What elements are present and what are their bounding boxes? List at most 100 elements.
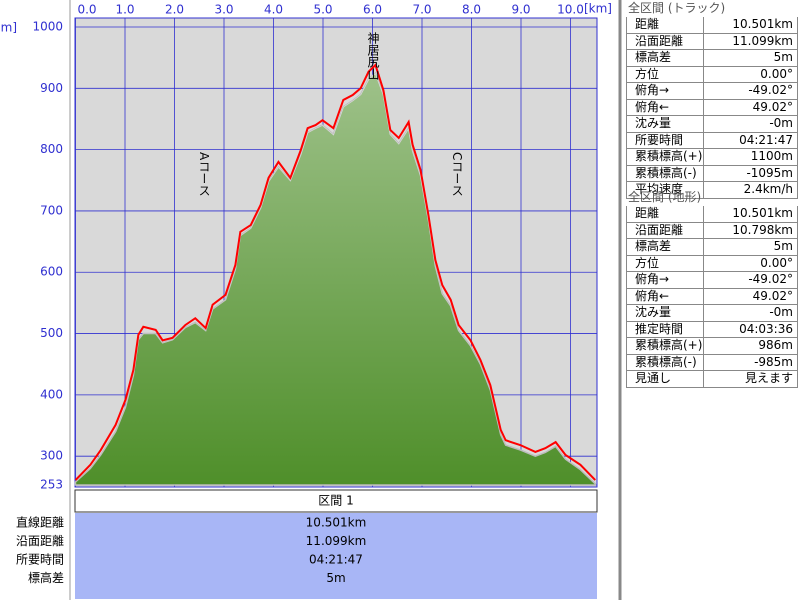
panel-row: 見通し 見えます bbox=[626, 371, 798, 388]
row-label: 標高差 bbox=[627, 239, 704, 255]
row-label: 累積標高(-) bbox=[627, 354, 704, 370]
panel-row: 平均速度 2.4km/h bbox=[626, 182, 798, 199]
panel-row: 俯角→ -49.02° bbox=[626, 83, 798, 100]
panel-row: 推定時間 04:03:36 bbox=[626, 321, 798, 338]
row-value: 見えます bbox=[744, 371, 793, 385]
x-tick-label: 5.0 bbox=[313, 3, 332, 17]
panel-row: 距離 10.501km bbox=[626, 206, 798, 223]
panel-row: 標高差 5m bbox=[626, 50, 798, 67]
x-tick-label: 6.0 bbox=[363, 3, 382, 17]
row-label: 俯角→ bbox=[627, 83, 704, 99]
section-value: 11.099km bbox=[306, 534, 367, 548]
row-label: 俯角→ bbox=[627, 272, 704, 288]
row-label: 距離 bbox=[627, 206, 704, 222]
panel-row: 距離 10.501km bbox=[626, 17, 798, 34]
row-label: 累積標高(+) bbox=[627, 149, 704, 165]
panel-row: 俯角← 49.02° bbox=[626, 288, 798, 305]
y-tick-label: 1000 bbox=[32, 20, 63, 34]
panel-row: 方位 0.00° bbox=[626, 255, 798, 272]
x-unit: [km] bbox=[584, 2, 612, 16]
panel-row: 方位 0.00° bbox=[626, 66, 798, 83]
row-label: 方位 bbox=[627, 66, 704, 82]
row-label: 見通し bbox=[627, 371, 704, 387]
section-label: 沿面距離 bbox=[16, 534, 64, 548]
panel-row: 俯角← 49.02° bbox=[626, 99, 798, 116]
row-value: 04:03:36 bbox=[739, 321, 793, 336]
x-tick-label: 8.0 bbox=[462, 3, 481, 17]
row-value: 49.02° bbox=[752, 288, 793, 303]
panel-row: 俯角→ -49.02° bbox=[626, 272, 798, 289]
row-label: 沈み量 bbox=[627, 116, 704, 132]
row-value: 1100m bbox=[750, 149, 793, 163]
section-values-box bbox=[75, 513, 597, 599]
panel-title: 全区間 (地形) bbox=[628, 190, 702, 204]
row-value: -0m bbox=[769, 116, 793, 130]
y-unit: [m] bbox=[0, 21, 17, 35]
section-value: 10.501km bbox=[306, 516, 367, 530]
annotation: Cコース bbox=[450, 152, 464, 197]
row-value: 0.00° bbox=[760, 66, 793, 81]
row-value: -985m bbox=[754, 354, 793, 369]
track-line bbox=[74, 63, 596, 481]
y-tick-label: 253 bbox=[40, 478, 63, 492]
y-tick-label: 800 bbox=[40, 142, 63, 156]
panel-row: 累積標高(+) 1100m bbox=[626, 149, 798, 166]
section-label: 所要時間 bbox=[16, 553, 64, 567]
row-value: -49.02° bbox=[748, 272, 793, 286]
row-value: 49.02° bbox=[752, 99, 793, 114]
row-value: 2.4km/h bbox=[743, 182, 793, 196]
y-tick-label: 300 bbox=[40, 449, 63, 463]
x-tick-label: 7.0 bbox=[412, 3, 431, 17]
panel-row: 累積標高(+) 986m bbox=[626, 338, 798, 355]
x-tick-label: 3.0 bbox=[214, 3, 233, 17]
row-label: 沿面距離 bbox=[627, 33, 704, 49]
row-value: 11.099km bbox=[732, 33, 793, 48]
row-value: 10.501km bbox=[732, 17, 793, 31]
y-tick-label: 700 bbox=[40, 203, 63, 217]
section-value: 5m bbox=[326, 571, 345, 585]
row-value: 10.501km bbox=[732, 206, 793, 220]
x-tick-label: 9.0 bbox=[511, 3, 530, 17]
row-value: 986m bbox=[758, 338, 793, 352]
section-label: 標高差 bbox=[28, 570, 64, 585]
row-label: 推定時間 bbox=[627, 321, 704, 337]
row-label: 所要時間 bbox=[627, 132, 704, 148]
section-header-box bbox=[74, 489, 598, 513]
row-label: 平均速度 bbox=[627, 182, 704, 198]
x-tick-label: 10.0 bbox=[557, 3, 584, 17]
row-value: 5m bbox=[773, 50, 793, 64]
section-value: 04:21:47 bbox=[309, 553, 363, 567]
row-value: 0.00° bbox=[760, 255, 793, 270]
annotation: 神居尻山 bbox=[366, 32, 380, 80]
row-label: 沈み量 bbox=[627, 305, 704, 321]
y-tick-label: 900 bbox=[40, 81, 63, 95]
y-tick-label: 400 bbox=[40, 387, 63, 401]
row-value: -0m bbox=[769, 305, 793, 319]
terrain-shade bbox=[75, 72, 596, 485]
row-value: -49.02° bbox=[748, 83, 793, 97]
annotation: Aコース bbox=[197, 152, 211, 197]
row-value: 5m bbox=[773, 239, 793, 253]
x-tick-label: 2.0 bbox=[165, 3, 184, 17]
panel-row: 沈み量 -0m bbox=[626, 116, 798, 133]
section-header: 区間 1 bbox=[318, 494, 353, 508]
panel-title: 全区間 (トラック) bbox=[628, 1, 726, 15]
panel-row: 累積標高(-) -985m bbox=[626, 354, 798, 371]
x-tick-label: 1.0 bbox=[115, 3, 134, 17]
x-tick-label: 4.0 bbox=[264, 3, 283, 17]
info-panel: 全区間 (地形) 距離 10.501km 沿面距離 10.798km 標高差 5m 方位 0.0… bbox=[626, 189, 798, 388]
row-label: 俯角← bbox=[627, 288, 704, 304]
row-label: 俯角← bbox=[627, 99, 704, 115]
panel-row: 所要時間 04:21:47 bbox=[626, 132, 798, 149]
profile-chart: [km] [m] 区間 1 253 300 400 500 600 700 800 900 10… bbox=[0, 0, 622, 600]
row-label: 累積標高(+) bbox=[627, 338, 704, 354]
y-tick-label: 600 bbox=[40, 265, 63, 279]
row-value: 04:21:47 bbox=[739, 132, 793, 147]
row-value: 10.798km bbox=[732, 222, 793, 237]
row-label: 累積標高(-) bbox=[627, 165, 704, 181]
panel-row: 標高差 5m bbox=[626, 239, 798, 256]
row-label: 標高差 bbox=[627, 50, 704, 66]
y-tick-label: 500 bbox=[40, 326, 63, 340]
row-label: 距離 bbox=[627, 17, 704, 33]
